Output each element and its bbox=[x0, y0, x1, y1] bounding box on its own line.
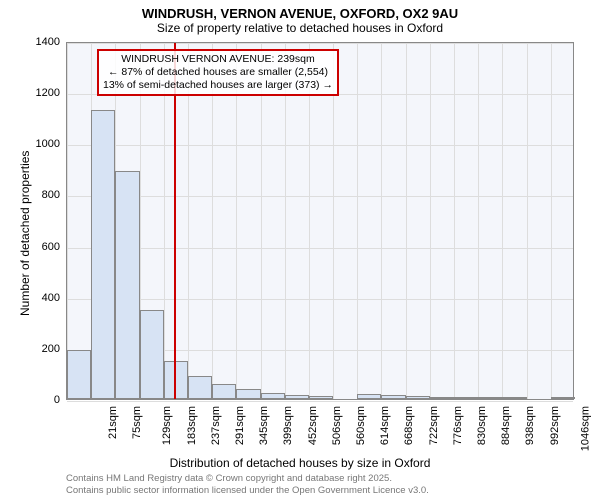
histogram-bar bbox=[551, 397, 575, 399]
histogram-bar bbox=[140, 310, 164, 400]
histogram-bar bbox=[115, 171, 139, 399]
gridline-h bbox=[67, 43, 573, 44]
histogram-bar bbox=[212, 384, 236, 399]
x-axis-label: Distribution of detached houses by size … bbox=[0, 456, 600, 470]
gridline-v bbox=[357, 43, 358, 399]
gridline-v bbox=[164, 43, 165, 399]
histogram-bar bbox=[357, 394, 381, 399]
x-tick-label: 452sqm bbox=[307, 406, 319, 445]
x-tick-label: 237sqm bbox=[210, 406, 222, 445]
histogram-bar bbox=[454, 397, 478, 399]
gridline-v bbox=[261, 43, 262, 399]
x-tick-label: 75sqm bbox=[131, 406, 143, 439]
histogram-bar bbox=[502, 397, 526, 399]
x-tick-label: 722sqm bbox=[428, 406, 440, 445]
gridline-v bbox=[502, 43, 503, 399]
y-tick-label: 200 bbox=[30, 343, 60, 355]
y-tick-label: 800 bbox=[30, 189, 60, 201]
histogram-bar bbox=[309, 396, 333, 399]
y-tick-label: 400 bbox=[30, 292, 60, 304]
histogram-bar bbox=[285, 395, 309, 399]
title-main: WINDRUSH, VERNON AVENUE, OXFORD, OX2 9AU bbox=[0, 6, 600, 21]
x-tick-label: 938sqm bbox=[524, 406, 536, 445]
x-tick-label: 992sqm bbox=[549, 406, 561, 445]
x-tick-label: 345sqm bbox=[258, 406, 270, 445]
x-tick-label: 1046sqm bbox=[579, 406, 591, 451]
gridline-v bbox=[309, 43, 310, 399]
property-marker-line bbox=[174, 43, 176, 399]
gridline-h bbox=[67, 401, 573, 402]
histogram-bar bbox=[381, 395, 405, 399]
footer-line2: Contains public sector information licen… bbox=[66, 485, 429, 496]
footer-credits: Contains HM Land Registry data © Crown c… bbox=[66, 473, 429, 496]
title-sub: Size of property relative to detached ho… bbox=[0, 21, 600, 35]
x-tick-label: 506sqm bbox=[331, 406, 343, 445]
footer-line1: Contains HM Land Registry data © Crown c… bbox=[66, 473, 429, 484]
y-tick-label: 1400 bbox=[30, 36, 60, 48]
annotation-line2: ← 87% of detached houses are smaller (2,… bbox=[103, 66, 333, 79]
gridline-v bbox=[551, 43, 552, 399]
x-tick-label: 776sqm bbox=[452, 406, 464, 445]
gridline-v bbox=[67, 43, 68, 399]
gridline-v bbox=[430, 43, 431, 399]
histogram-bar bbox=[91, 110, 115, 399]
gridline-v bbox=[212, 43, 213, 399]
gridline-h bbox=[67, 299, 573, 300]
histogram-bar bbox=[67, 350, 91, 399]
gridline-h bbox=[67, 248, 573, 249]
gridline-v bbox=[454, 43, 455, 399]
y-tick-label: 1200 bbox=[30, 87, 60, 99]
histogram-bar bbox=[261, 393, 285, 399]
x-tick-label: 560sqm bbox=[355, 406, 367, 445]
x-tick-label: 399sqm bbox=[283, 406, 295, 445]
gridline-h bbox=[67, 145, 573, 146]
histogram-chart: WINDRUSH VERNON AVENUE: 239sqm← 87% of d… bbox=[66, 42, 574, 400]
histogram-bar bbox=[188, 376, 212, 399]
histogram-bar bbox=[478, 397, 502, 399]
x-tick-label: 183sqm bbox=[186, 406, 198, 445]
y-tick-label: 600 bbox=[30, 241, 60, 253]
x-tick-label: 291sqm bbox=[234, 406, 246, 445]
x-tick-label: 129sqm bbox=[162, 406, 174, 445]
gridline-v bbox=[236, 43, 237, 399]
gridline-v bbox=[333, 43, 334, 399]
x-tick-label: 668sqm bbox=[404, 406, 416, 445]
x-tick-label: 830sqm bbox=[476, 406, 488, 445]
title-block: WINDRUSH, VERNON AVENUE, OXFORD, OX2 9AU… bbox=[0, 0, 600, 35]
gridline-v bbox=[285, 43, 286, 399]
x-tick-label: 614sqm bbox=[379, 406, 391, 445]
gridline-h bbox=[67, 196, 573, 197]
gridline-v bbox=[381, 43, 382, 399]
y-tick-label: 0 bbox=[30, 394, 60, 406]
x-tick-label: 21sqm bbox=[107, 406, 119, 439]
gridline-v bbox=[478, 43, 479, 399]
y-tick-label: 1000 bbox=[30, 138, 60, 150]
x-tick-label: 884sqm bbox=[500, 406, 512, 445]
histogram-bar bbox=[406, 396, 430, 399]
gridline-v bbox=[188, 43, 189, 399]
gridline-v bbox=[406, 43, 407, 399]
gridline-v bbox=[527, 43, 528, 399]
histogram-bar bbox=[430, 397, 454, 399]
histogram-bar bbox=[236, 389, 260, 399]
annotation-line1: WINDRUSH VERNON AVENUE: 239sqm bbox=[103, 53, 333, 66]
annotation-box: WINDRUSH VERNON AVENUE: 239sqm← 87% of d… bbox=[97, 49, 339, 96]
annotation-line3: 13% of semi-detached houses are larger (… bbox=[103, 79, 333, 92]
